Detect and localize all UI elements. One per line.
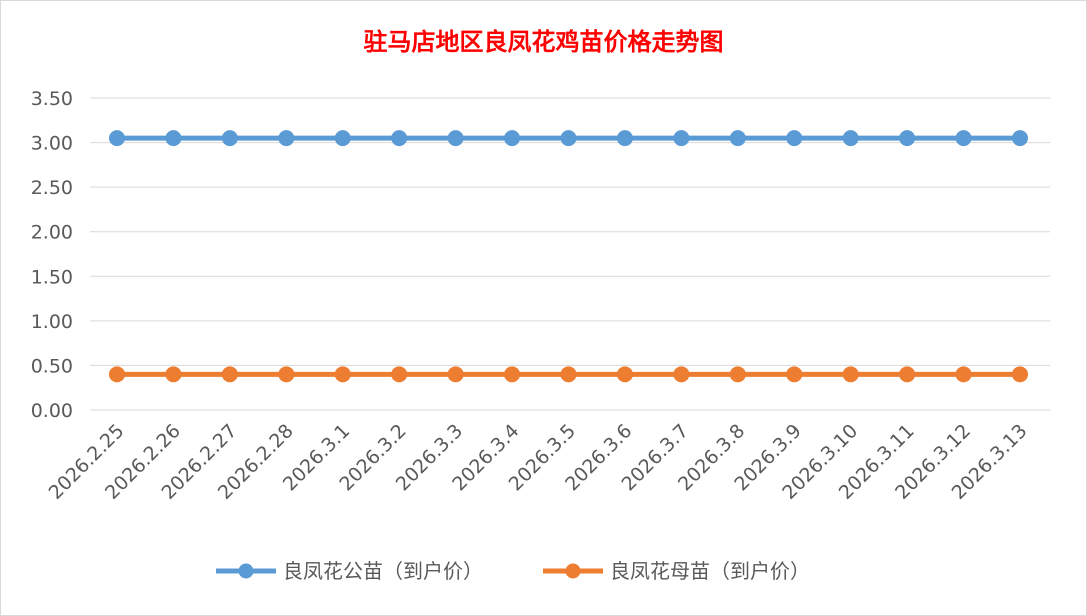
data-point — [391, 366, 408, 383]
data-point — [955, 366, 972, 383]
y-tick-label: 2.50 — [31, 177, 73, 199]
data-point — [278, 366, 295, 383]
data-point — [391, 130, 408, 147]
data-point — [616, 130, 633, 147]
data-point — [447, 366, 464, 383]
data-point — [786, 366, 803, 383]
data-point — [786, 130, 803, 147]
data-point — [504, 130, 521, 147]
data-point — [447, 130, 464, 147]
legend-swatch-marker — [238, 563, 254, 579]
legend-swatch-marker — [565, 563, 581, 579]
y-tick-label: 3.50 — [31, 88, 73, 110]
data-point — [616, 366, 633, 383]
data-point — [560, 366, 577, 383]
chart-title: 驻马店地区良凤花鸡苗价格走势图 — [363, 27, 724, 56]
y-tick-label: 1.00 — [31, 311, 73, 333]
data-point — [278, 130, 295, 147]
data-point — [334, 366, 351, 383]
legend-label: 良凤花母苗（到户价） — [610, 559, 810, 583]
data-point — [842, 366, 859, 383]
data-point — [109, 130, 125, 147]
data-point — [334, 130, 351, 147]
data-point — [504, 366, 521, 383]
data-point — [221, 130, 238, 147]
data-point — [560, 130, 577, 147]
data-point — [221, 366, 238, 383]
legend-label: 良凤花公苗（到户价） — [283, 559, 483, 583]
data-point — [673, 130, 690, 147]
y-tick-label: 0.00 — [31, 400, 73, 422]
data-point — [899, 130, 916, 147]
data-point — [729, 130, 746, 147]
y-tick-label: 1.50 — [31, 266, 73, 288]
data-point — [842, 130, 859, 147]
data-point — [899, 366, 916, 383]
data-point — [729, 366, 746, 383]
data-point — [955, 130, 972, 147]
data-point — [1012, 366, 1028, 383]
data-point — [165, 366, 182, 383]
y-tick-label: 2.00 — [31, 222, 73, 244]
data-point — [1012, 130, 1028, 147]
data-point — [673, 366, 690, 383]
data-point — [109, 366, 125, 383]
y-tick-label: 3.00 — [31, 133, 73, 155]
y-tick-label: 0.50 — [31, 355, 73, 377]
data-point — [165, 130, 182, 147]
